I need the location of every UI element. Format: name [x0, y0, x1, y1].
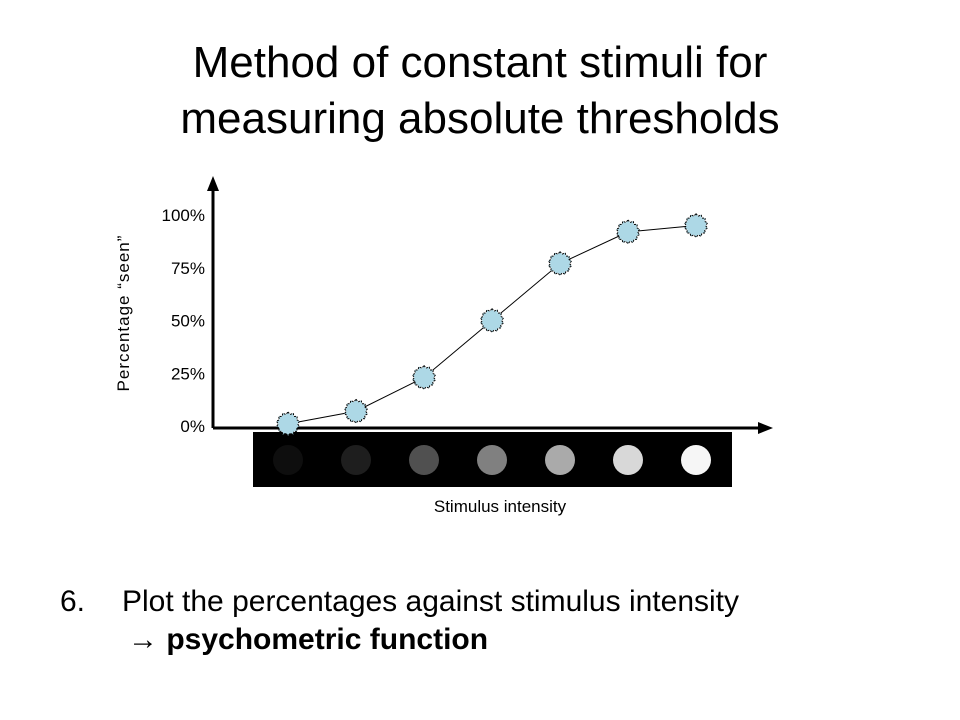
stimulus-swatch [341, 445, 371, 475]
stimulus-swatch [545, 445, 575, 475]
data-point [547, 250, 573, 277]
y-tick-label: 0% [180, 417, 205, 436]
data-markers [275, 212, 709, 437]
y-tick-label: 75% [171, 259, 205, 278]
arrow-icon: → [128, 623, 158, 656]
stimulus-swatch [409, 445, 439, 475]
y-tick-labels: 0% 25% 50% 75% 100% [162, 206, 205, 436]
step-text: Plot the percentages against stimulus in… [122, 585, 740, 618]
slide-title: Method of constant stimuli for measuring… [0, 35, 960, 147]
y-axis-label: Percentage “seen” [114, 235, 133, 392]
y-tick-label: 25% [171, 364, 205, 383]
title-line-1: Method of constant stimuli for [192, 38, 768, 87]
data-point [479, 307, 505, 334]
y-tick-label: 100% [162, 206, 205, 225]
step-description: 6. Plot the percentages against stimulus … [60, 583, 940, 659]
step-number: 6. [60, 585, 86, 618]
data-point [615, 219, 641, 245]
x-axis-label: Stimulus intensity [434, 497, 567, 516]
data-point [411, 364, 437, 391]
y-tick-label: 50% [171, 312, 205, 331]
stimulus-swatch [681, 445, 711, 475]
title-line-2: measuring absolute thresholds [180, 94, 780, 143]
y-axis-arrowhead [207, 176, 219, 191]
stimulus-swatch [273, 445, 303, 475]
data-point [683, 212, 709, 239]
data-point [275, 411, 301, 437]
stimulus-swatch [477, 445, 507, 475]
data-point [343, 398, 369, 425]
stimulus-swatch [613, 445, 643, 475]
x-axis-arrowhead [758, 422, 773, 434]
result-text: psychometric function [166, 623, 489, 656]
result-line: → psychometric function [60, 621, 940, 659]
stimulus-swatches [273, 445, 711, 475]
